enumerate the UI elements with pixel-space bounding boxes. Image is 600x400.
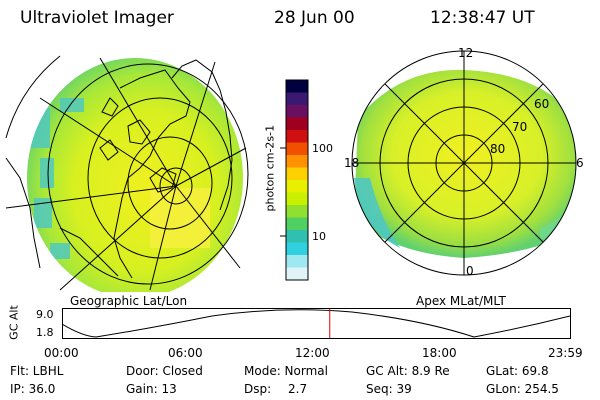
polar-mlat-mlt-plot [351, 50, 577, 276]
info-filter: Flt: LBHL [10, 364, 64, 378]
lat-lon-grid [5, 55, 249, 291]
coastlines [5, 59, 233, 279]
date-label: 28 Jun 00 [274, 8, 355, 28]
colorbar-band [286, 117, 308, 131]
altitude-ylabel: GC Alt [7, 305, 21, 340]
info-dsp-value: 2.7 [288, 382, 308, 396]
colorbar-tick-10: 10 [312, 230, 326, 243]
apex-caption: Apex MLat/MLT [416, 294, 506, 308]
polar-grid [351, 50, 577, 276]
altitude-curve [62, 309, 571, 338]
mlt-label-6: 6 [576, 156, 584, 170]
mlt-label-12: 12 [458, 46, 474, 60]
colorbar-band [286, 217, 308, 231]
colorbar [280, 79, 309, 281]
altitude-ytick-min: 1.8 [36, 326, 54, 339]
colorbar-band [286, 267, 308, 281]
mlt-label-0: 0 [466, 264, 474, 278]
info-mode: Mode: Normal [244, 364, 328, 378]
info-gc-alt: GC Alt: 8.9 Re [366, 364, 450, 378]
time-label: 12:38:47 UT [430, 8, 535, 28]
mlat-label-80: 80 [490, 142, 506, 156]
colorbar-band [286, 80, 308, 93]
geographic-map [5, 55, 249, 292]
colorbar-tick-100: 100 [312, 142, 333, 155]
info-glon: GLon: 254.5 [486, 382, 559, 396]
mlat-label-70: 70 [512, 120, 528, 134]
info-seq: Seq: 39 [366, 382, 412, 396]
xtick-0000: 00:00 [44, 346, 79, 360]
colorbar-band [286, 230, 308, 243]
xtick-1200: 12:00 [295, 346, 330, 360]
altitude-ytick-max: 9.0 [36, 308, 54, 321]
colorbar-band [286, 180, 308, 193]
xtick-2359: 23:59 [548, 346, 583, 360]
xtick-1800: 18:00 [422, 346, 457, 360]
colorbar-scale [286, 80, 308, 281]
colorbar-band [286, 155, 308, 168]
app-title: Ultraviolet Imager [20, 8, 174, 28]
colorbar-label: photon cm-2s-1 [263, 124, 277, 212]
colorbar-band [286, 130, 308, 143]
mlat-label-60: 60 [534, 97, 550, 111]
colorbar-band [286, 142, 308, 156]
info-dsp-label: Dsp: [244, 382, 272, 396]
xtick-0600: 06:00 [168, 346, 203, 360]
colorbar-band [286, 242, 308, 256]
info-gain: Gain: 13 [126, 382, 177, 396]
mlt-label-18: 18 [344, 156, 360, 170]
colorbar-band [286, 167, 308, 181]
geographic-caption: Geographic Lat/Lon [70, 294, 188, 308]
colorbar-band [286, 105, 308, 118]
altitude-plot [62, 308, 571, 339]
info-door: Door: Closed [126, 364, 203, 378]
colorbar-band [286, 255, 308, 268]
info-ip: IP: 36.0 [10, 382, 56, 396]
aurora-image-geo [27, 58, 243, 292]
info-glat: GLat: 69.8 [486, 364, 549, 378]
colorbar-band [286, 192, 308, 206]
colorbar-band [286, 92, 308, 106]
colorbar-band [286, 205, 308, 218]
